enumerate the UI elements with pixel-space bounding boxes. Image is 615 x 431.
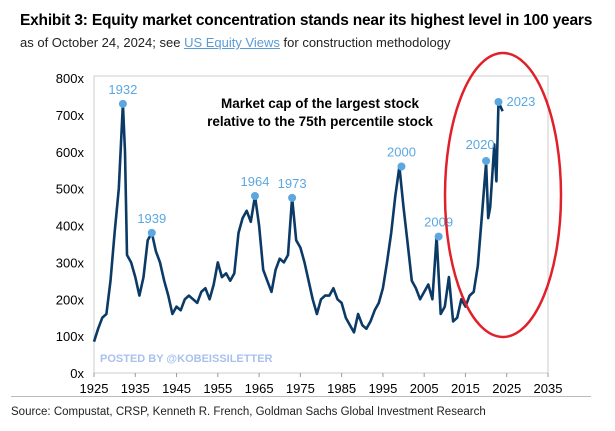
y-tick-label: 400x — [56, 219, 85, 234]
peak-label: 1939 — [137, 211, 166, 226]
x-tick-label: 1995 — [368, 381, 397, 396]
peak-marker — [482, 156, 491, 165]
us-equity-views-link[interactable]: US Equity Views — [184, 35, 280, 50]
y-tick-label: 800x — [56, 71, 85, 86]
peak-marker — [250, 192, 259, 200]
peak-marker — [288, 193, 297, 202]
peak-label: 1973 — [278, 176, 307, 191]
x-tick-label: 2035 — [534, 381, 563, 396]
subtitle-prefix: as of October 24, 2024; see — [20, 35, 181, 50]
y-tick-label: 200x — [56, 292, 85, 307]
series-line — [92, 100, 504, 343]
peak-label: 1932 — [108, 82, 137, 97]
y-tick-label: 600x — [56, 145, 85, 160]
peak-marker — [434, 232, 443, 241]
subtitle-suffix: for construction methodology — [283, 35, 451, 50]
peak-marker — [397, 162, 406, 171]
peak-marker — [147, 228, 156, 237]
exhibit-title: Exhibit 3: Equity market concentration s… — [20, 12, 593, 29]
peak-label: 2000 — [387, 145, 416, 160]
footer-divider — [11, 396, 591, 397]
peak-label: 2020 — [466, 137, 495, 152]
y-tick-label: 700x — [56, 108, 85, 123]
watermark: POSTED BY @KOBEISSILETTER — [100, 353, 273, 365]
highlight-ellipse — [443, 51, 563, 339]
x-tick-label: 1935 — [121, 381, 150, 396]
x-tick-label: 2005 — [410, 381, 439, 396]
y-tick-label: 0x — [70, 366, 84, 381]
x-tick-label: 1975 — [286, 381, 315, 396]
peak-marker — [494, 97, 503, 106]
peak-label: 2023 — [506, 94, 535, 109]
x-tick-label: 1925 — [80, 381, 109, 396]
peak-label: 1964 — [241, 174, 270, 189]
x-tick-label: 1965 — [245, 381, 274, 396]
exhibit-subtitle: as of October 24, 2024; see US Equity Vi… — [20, 35, 450, 50]
plot-frame — [93, 75, 549, 374]
peak-label: 2009 — [424, 215, 453, 230]
peak-marker — [118, 99, 127, 108]
x-tick-label: 1945 — [162, 381, 191, 396]
x-tick-label: 2025 — [492, 381, 521, 396]
y-tick-label: 100x — [56, 329, 85, 344]
x-tick-label: 2015 — [451, 381, 480, 396]
source-note: Source: Compustat, CRSP, Kenneth R. Fren… — [11, 406, 486, 418]
x-tick-label: 1955 — [203, 381, 232, 396]
chart-annotation-line-2: relative to the 75th percentile stock — [207, 114, 433, 129]
y-tick-label: 300x — [56, 255, 85, 270]
x-tick-label: 1985 — [327, 381, 356, 396]
chart-annotation-line-1: Market cap of the largest stock — [221, 96, 420, 111]
y-tick-label: 500x — [56, 182, 85, 197]
